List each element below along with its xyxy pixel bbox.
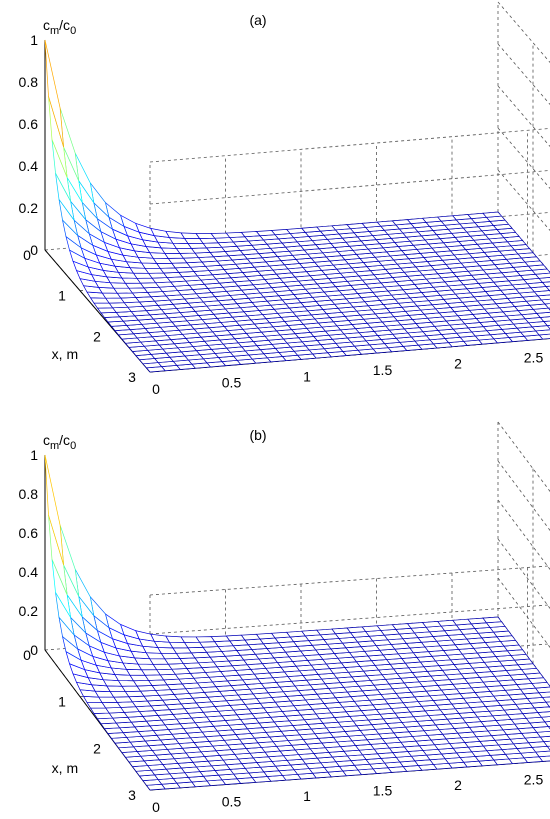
z-tick-label: 0.6 bbox=[19, 116, 39, 132]
x-tick-label: 1 bbox=[58, 288, 66, 304]
grid-line bbox=[149, 128, 550, 163]
z-tick-label: 0.8 bbox=[19, 74, 39, 90]
grid-line bbox=[149, 604, 550, 635]
x-tick-label: 2 bbox=[93, 740, 101, 756]
y-tick-label: 1 bbox=[303, 788, 311, 804]
mesh-cell bbox=[96, 307, 117, 314]
z-tick-label: 0.8 bbox=[19, 486, 39, 502]
y-tick-label: 1.5 bbox=[373, 362, 393, 378]
grid-line bbox=[149, 212, 550, 247]
z-tick-label: 0.4 bbox=[19, 564, 39, 580]
grid-line bbox=[497, 1, 550, 64]
y-tick-label: 0 bbox=[152, 799, 160, 815]
mesh-cell bbox=[44, 454, 64, 565]
mesh-cell bbox=[44, 39, 64, 148]
chart-title: (a) bbox=[249, 12, 266, 28]
y-tick-label: 2 bbox=[454, 356, 462, 372]
x-tick-label: 0 bbox=[23, 647, 31, 663]
z-tick-label: 1 bbox=[30, 32, 38, 48]
grid-line bbox=[497, 85, 550, 148]
z-tick-label: 0 bbox=[30, 642, 38, 658]
grid-line bbox=[497, 460, 550, 531]
z-axis-label: cm/c0 bbox=[43, 17, 76, 37]
mesh-cell bbox=[93, 712, 114, 720]
y-tick-label: 0.5 bbox=[222, 375, 242, 391]
x-axis-label: x, m bbox=[52, 760, 78, 776]
z-tick-label: 1 bbox=[30, 447, 38, 463]
surface-mesh bbox=[44, 39, 550, 373]
grid-line bbox=[497, 169, 550, 232]
z-tick-label: 0.6 bbox=[19, 525, 39, 541]
z-tick-label: 0.2 bbox=[19, 200, 39, 216]
grid-line bbox=[497, 127, 550, 190]
mesh-cell bbox=[86, 702, 107, 709]
y-tick-label: 0 bbox=[152, 381, 160, 397]
y-tick-label: 1.5 bbox=[373, 783, 393, 799]
grid-line bbox=[497, 499, 550, 570]
x-tick-label: 1 bbox=[58, 694, 66, 710]
z-tick-label: 0.2 bbox=[19, 603, 39, 619]
x-tick-label: 2 bbox=[93, 328, 101, 344]
grid-line bbox=[149, 565, 550, 596]
z-tick-label: 0.4 bbox=[19, 158, 39, 174]
z-axis-label: cm/c0 bbox=[43, 432, 76, 452]
grid-line bbox=[149, 643, 550, 674]
y-tick-label: 2.5 bbox=[524, 772, 544, 788]
y-tick-label: 2 bbox=[454, 777, 462, 793]
x-axis-label: x, m bbox=[52, 346, 78, 362]
chart-title: (b) bbox=[249, 427, 266, 443]
grid-line bbox=[497, 43, 550, 106]
z-tick-label: 0 bbox=[30, 242, 38, 258]
y-tick-label: 2.5 bbox=[524, 349, 544, 365]
mesh-cell bbox=[89, 707, 110, 714]
y-tick-label: 0.5 bbox=[222, 794, 242, 810]
mesh-cell bbox=[93, 302, 114, 309]
grid-line bbox=[497, 421, 550, 493]
y-tick-label: 1 bbox=[303, 368, 311, 384]
grid-line bbox=[149, 170, 550, 205]
x-tick-label: 3 bbox=[128, 787, 136, 803]
x-tick-label: 3 bbox=[128, 369, 136, 385]
surface-mesh bbox=[44, 454, 550, 791]
x-tick-label: 0 bbox=[23, 247, 31, 263]
